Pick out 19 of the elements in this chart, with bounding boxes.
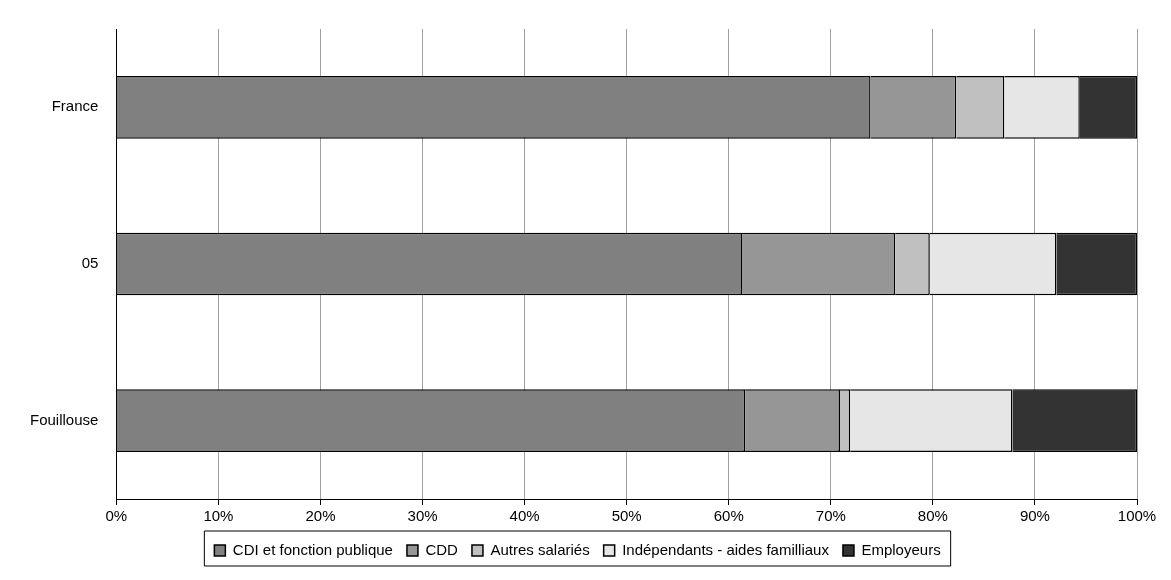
legend-label: CDD — [425, 540, 459, 558]
x-tick-label: 80% — [917, 507, 948, 525]
y-tick-label: France — [51, 97, 99, 115]
y-tick-label: 05 — [81, 254, 99, 272]
x-tick-label: 70% — [815, 507, 846, 525]
y-tick-label: Fouillouse — [30, 410, 99, 428]
legend-label: Employeurs — [861, 540, 941, 558]
x-tick-label: 30% — [407, 507, 438, 525]
x-tick-label: 20% — [305, 507, 336, 525]
x-tick-label: 100% — [1117, 507, 1157, 525]
legend-label: CDI et fonction publique — [232, 540, 393, 558]
x-tick-label: 0% — [105, 507, 128, 525]
x-tick-label: 60% — [713, 507, 744, 525]
legend-label: Autres salariés — [490, 540, 590, 558]
x-tick-label: 10% — [203, 507, 234, 525]
legend-label: Indépendants - aides familliaux — [622, 540, 830, 558]
x-tick-label: 50% — [611, 507, 642, 525]
x-tick-label: 40% — [509, 507, 540, 525]
x-tick-label: 90% — [1019, 507, 1050, 525]
